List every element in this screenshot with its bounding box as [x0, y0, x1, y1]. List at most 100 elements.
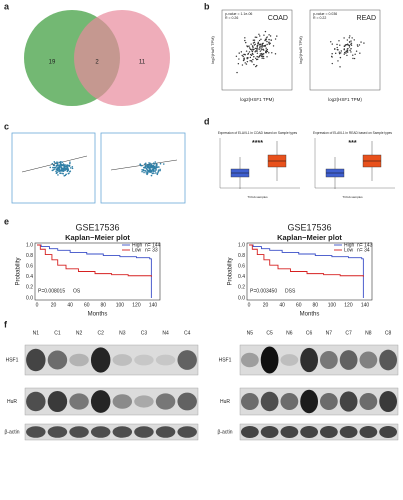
scatter-dot [350, 43, 352, 46]
scatter-dot [261, 57, 263, 60]
scatter-dot [238, 58, 240, 60]
scatter-dot [253, 48, 255, 50]
scatter-dot [262, 55, 265, 58]
scatter-dot [350, 40, 352, 42]
legend-label: High [344, 242, 355, 248]
scatter-dot [146, 165, 149, 167]
scatter-dot [59, 163, 62, 166]
scatter-dot [350, 51, 352, 53]
x-tick-label: 40 [279, 302, 285, 308]
scatter-dot [272, 45, 275, 47]
scatter-dot [251, 61, 253, 63]
band [240, 392, 259, 411]
row-label: HSF1 [6, 357, 19, 363]
scatter-dot [246, 57, 248, 60]
row-label: HSF1 [219, 357, 232, 363]
scatter-dot [344, 44, 346, 47]
scatter-dot [346, 48, 349, 50]
legend-label: High [132, 242, 143, 248]
lane-label: C2 [97, 330, 104, 336]
scatter-dot [261, 43, 263, 46]
scatter-dot [62, 163, 65, 165]
scatter-dot [159, 162, 162, 165]
plot-title: COAD [268, 15, 288, 22]
scatter-dot [255, 36, 258, 39]
scatter-dot [256, 50, 258, 53]
band [47, 350, 68, 370]
scatter-dot [242, 55, 244, 58]
venn-count: 19 [49, 60, 56, 66]
band [69, 426, 89, 438]
scatter-dot [253, 44, 255, 46]
blot-strip [239, 423, 399, 441]
scatter-dot [147, 170, 150, 173]
y-tick-label: 0.2 [26, 285, 33, 291]
scatter-dot [263, 45, 266, 47]
fit-line [21, 155, 88, 173]
scatter-dot [155, 169, 157, 171]
band [319, 426, 338, 438]
scatter-dot [69, 161, 71, 163]
scatter-dot [62, 168, 65, 171]
scatter-dot [158, 166, 160, 168]
scatter-dot [346, 43, 348, 46]
scatter-dot [156, 173, 159, 176]
scatter-dot [353, 57, 356, 60]
band [339, 391, 358, 412]
scatter-dot [266, 48, 269, 51]
scatter-dot [141, 168, 143, 171]
band [280, 426, 299, 438]
scatter-dot [63, 166, 65, 169]
scatter-dot [55, 170, 57, 173]
scatter-dot [53, 166, 56, 169]
scatter-dot [263, 53, 265, 55]
scatter-dot [337, 60, 339, 62]
scatter-dot [245, 41, 247, 44]
km-low [249, 244, 364, 277]
scatter-dot [359, 52, 361, 54]
scatter-dot [264, 30, 267, 33]
scatter-dot [53, 164, 56, 167]
axis-label: log2(HuR TPM) [298, 35, 303, 63]
panel-label: d [204, 116, 210, 126]
band [339, 350, 358, 370]
scatter-dot [145, 170, 147, 172]
p-value: P=0.008015 [38, 288, 65, 294]
lane-label: N3 [119, 330, 126, 336]
scatter-dot [258, 48, 260, 50]
scatter-dot [58, 165, 61, 168]
scatter-dot [351, 37, 353, 39]
plot-title: Kaplan−Meier plot [65, 233, 130, 242]
scatter-dot [348, 37, 350, 39]
band [260, 426, 279, 438]
scatter-dot [331, 43, 333, 45]
panel-label: b [204, 1, 210, 11]
scatter-dot [139, 163, 142, 165]
scatter-dot [59, 169, 62, 172]
scatter-dot [343, 53, 345, 55]
band [90, 390, 111, 413]
scatter-dot [336, 48, 339, 51]
scatter-dot [64, 164, 67, 166]
scatter-dot [142, 169, 145, 171]
scatter-dot [357, 45, 359, 47]
stat-text: R = 0.22 [313, 16, 326, 20]
scatter-dot [255, 65, 257, 68]
scatter-dot [249, 60, 251, 62]
panel-label: a [4, 1, 10, 11]
scatter-dot [268, 34, 270, 36]
scatter-dot [259, 45, 261, 47]
scatter-dot [346, 50, 349, 52]
scatter-dot [159, 169, 161, 172]
scatter-dot [152, 168, 154, 170]
scatter-dot [240, 51, 243, 53]
axis-label: log2(HuR TPM) [210, 35, 215, 63]
scatter-dot [255, 57, 257, 60]
scatter-dot [264, 51, 267, 54]
lane-label: C6 [306, 330, 313, 336]
scatter-dot [55, 165, 58, 167]
scatter-dot [256, 47, 258, 49]
scatter-dot [154, 170, 156, 172]
scatter-dot [266, 40, 268, 43]
scatter-dot [64, 165, 66, 168]
